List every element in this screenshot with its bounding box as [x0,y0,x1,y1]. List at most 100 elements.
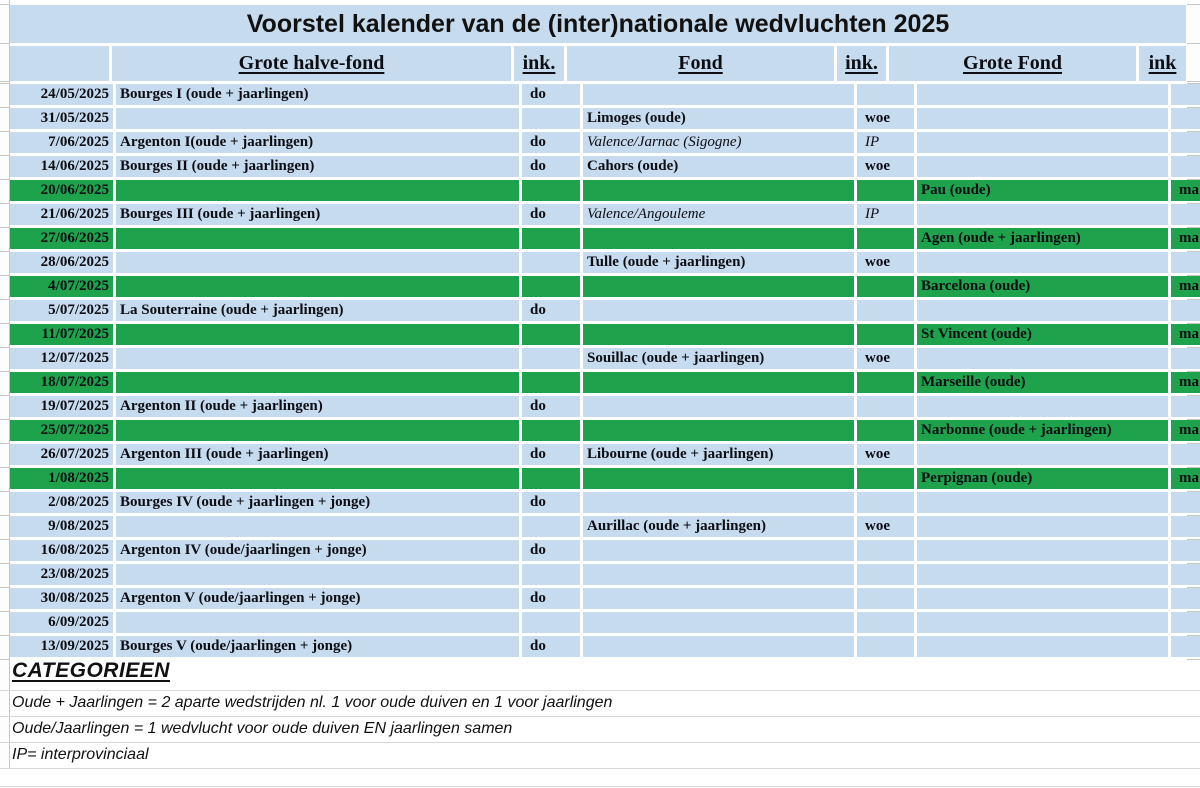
cell-ink3[interactable] [1171,636,1200,657]
cell-ink1[interactable] [522,324,580,345]
cell-ink2[interactable] [857,420,914,441]
cell-date[interactable]: 20/06/2025 [10,180,113,201]
cell-ink3[interactable] [1171,348,1200,369]
cell-fond[interactable] [583,588,854,609]
cell-ink1[interactable] [522,252,580,273]
header-ink-1[interactable]: ink. [514,46,564,81]
cell-date[interactable]: 1/08/2025 [10,468,113,489]
cell-ink1[interactable]: do [522,396,580,417]
header-grote-halve-fond[interactable]: Grote halve-fond [112,46,511,81]
cell-gf[interactable] [917,204,1168,225]
cell-ink1[interactable] [522,372,580,393]
cell-date[interactable]: 27/06/2025 [10,228,113,249]
cell-ink1[interactable]: do [522,204,580,225]
cell-ink3[interactable] [1171,84,1200,105]
cell-fond[interactable] [583,324,854,345]
cell-ink2[interactable]: woe [857,108,914,129]
cell-fond[interactable] [583,372,854,393]
cell-gf[interactable]: Barcelona (oude) [917,276,1168,297]
cell-ink1[interactable]: do [522,300,580,321]
cell-ghf[interactable]: Argenton V (oude/jaarlingen + jonge) [116,588,519,609]
cell-gf[interactable]: Marseille (oude) [917,372,1168,393]
cell-date[interactable]: 12/07/2025 [10,348,113,369]
cell-date[interactable]: 7/06/2025 [10,132,113,153]
cell-ink3[interactable] [1171,444,1200,465]
cell-ink1[interactable] [522,564,580,585]
cell-gf[interactable]: Narbonne (oude + jaarlingen) [917,420,1168,441]
cell-gf[interactable] [917,252,1168,273]
cell-ghf[interactable] [116,324,519,345]
cell-date[interactable]: 28/06/2025 [10,252,113,273]
cell-date[interactable]: 30/08/2025 [10,588,113,609]
cell-fond[interactable]: Souillac (oude + jaarlingen) [583,348,854,369]
cell-ink2[interactable]: woe [857,444,914,465]
cell-date[interactable]: 11/07/2025 [10,324,113,345]
cell-gf[interactable]: Agen (oude + jaarlingen) [917,228,1168,249]
cell-ghf[interactable] [116,348,519,369]
cell-date[interactable]: 9/08/2025 [10,516,113,537]
cell-ink3[interactable] [1171,396,1200,417]
cell-fond[interactable]: Cahors (oude) [583,156,854,177]
cell-ink3[interactable] [1171,204,1200,225]
cell-date[interactable]: 23/08/2025 [10,564,113,585]
cell-ink2[interactable] [857,588,914,609]
cell-ghf[interactable]: Bourges III (oude + jaarlingen) [116,204,519,225]
cell-date[interactable]: 21/06/2025 [10,204,113,225]
cell-ink2[interactable] [857,396,914,417]
header-ink-2[interactable]: ink. [837,46,886,81]
cell-ink1[interactable] [522,276,580,297]
cell-ghf[interactable] [116,468,519,489]
cell-fond[interactable] [583,564,854,585]
cell-fond[interactable] [583,180,854,201]
cell-date[interactable]: 16/08/2025 [10,540,113,561]
cell-ink1[interactable] [522,420,580,441]
cell-fond[interactable]: Valence/Jarnac (Sigogne) [583,132,854,153]
cell-date[interactable]: 2/08/2025 [10,492,113,513]
cell-ink3[interactable] [1171,612,1200,633]
cell-ink3[interactable]: ma [1171,276,1200,297]
cell-ghf[interactable] [116,276,519,297]
cell-ink3[interactable]: ma [1171,372,1200,393]
cell-ghf[interactable]: La Souterraine (oude + jaarlingen) [116,300,519,321]
cell-ghf[interactable]: Argenton IV (oude/jaarlingen + jonge) [116,540,519,561]
cell-gf[interactable] [917,348,1168,369]
cell-ink3[interactable]: ma [1171,324,1200,345]
cell-ink1[interactable]: do [522,636,580,657]
cell-fond[interactable]: Libourne (oude + jaarlingen) [583,444,854,465]
cell-date[interactable]: 6/09/2025 [10,612,113,633]
cell-ink3[interactable] [1171,252,1200,273]
cell-ghf[interactable] [116,420,519,441]
cell-ghf[interactable] [116,372,519,393]
legend-note-2[interactable]: Oude/Jaarlingen = 1 wedvlucht voor oude … [12,720,513,737]
cell-fond[interactable] [583,492,854,513]
cell-ink2[interactable]: IP [857,204,914,225]
cell-ink3[interactable] [1171,588,1200,609]
cell-ink1[interactable] [522,468,580,489]
cell-ink2[interactable] [857,564,914,585]
header-date-cell[interactable] [10,46,109,81]
cell-ink3[interactable]: ma [1171,180,1200,201]
cell-ghf[interactable]: Bourges I (oude + jaarlingen) [116,84,519,105]
cell-ink2[interactable]: woe [857,348,914,369]
cell-ink1[interactable] [522,228,580,249]
cell-ghf[interactable] [116,612,519,633]
cell-ink1[interactable]: do [522,156,580,177]
cell-ink2[interactable] [857,228,914,249]
cell-fond[interactable]: Valence/Angouleme [583,204,854,225]
cell-fond[interactable]: Tulle (oude + jaarlingen) [583,252,854,273]
cell-ink2[interactable] [857,372,914,393]
cell-gf[interactable] [917,564,1168,585]
cell-ink3[interactable] [1171,300,1200,321]
cell-ink3[interactable] [1171,108,1200,129]
cell-ghf[interactable] [116,108,519,129]
cell-ink1[interactable]: do [522,588,580,609]
cell-fond[interactable] [583,636,854,657]
cell-ink3[interactable] [1171,156,1200,177]
cell-ink1[interactable] [522,348,580,369]
cell-date[interactable]: 13/09/2025 [10,636,113,657]
cell-ghf[interactable] [116,228,519,249]
cell-ink3[interactable]: ma [1171,420,1200,441]
cell-ink2[interactable]: woe [857,516,914,537]
cell-ink2[interactable] [857,540,914,561]
cell-ink3[interactable] [1171,564,1200,585]
